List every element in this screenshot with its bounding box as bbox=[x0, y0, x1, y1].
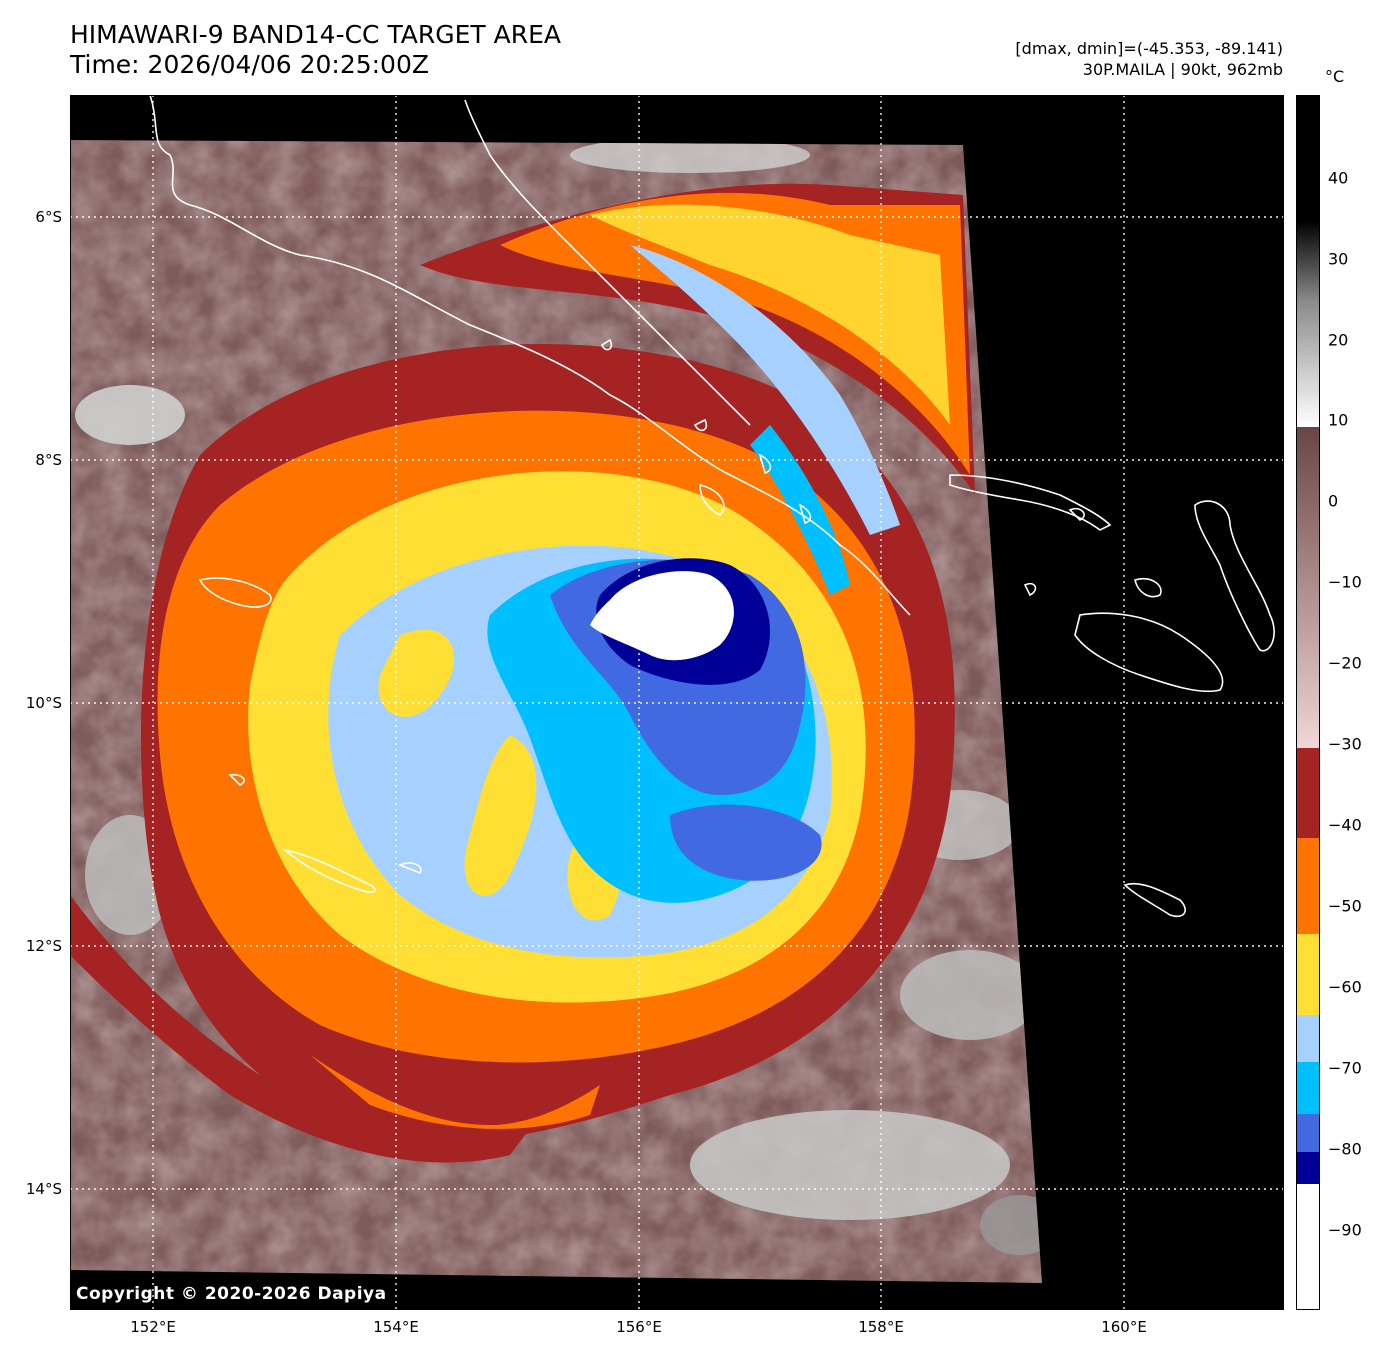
colorbar-tick: −20 bbox=[1328, 653, 1362, 673]
storm-info: [dmax, dmin]=(-45.353, -89.141) 30P.MAIL… bbox=[1015, 38, 1283, 80]
colorbar-tick: 20 bbox=[1328, 330, 1349, 350]
colorbar-tick: 0 bbox=[1328, 491, 1339, 511]
colorbar-tick: −10 bbox=[1328, 572, 1362, 592]
lon-label-156e: 156°E bbox=[616, 1318, 662, 1336]
title-line-2: Time: 2026/04/06 20:25:00Z bbox=[70, 50, 429, 79]
chart-title: HIMAWARI-9 BAND14-CC TARGET AREA Time: 2… bbox=[70, 20, 561, 80]
colorbar-tick: −60 bbox=[1328, 977, 1362, 997]
lat-label-6s: 6°S bbox=[35, 208, 62, 226]
colorbar-tick: −30 bbox=[1328, 734, 1362, 754]
lat-label-8s: 8°S bbox=[35, 451, 62, 469]
colorbar-segment-brown bbox=[1296, 427, 1320, 748]
range-text: [dmax, dmin]=(-45.353, -89.141) bbox=[1015, 39, 1283, 58]
colorbar-segment-royal-blue bbox=[1296, 1114, 1320, 1152]
copyright-text: Copyright © 2020-2026 Dapiya bbox=[76, 1284, 387, 1304]
lat-label-14s: 14°S bbox=[25, 1180, 62, 1198]
eye-core bbox=[590, 571, 734, 661]
lon-label-160e: 160°E bbox=[1101, 1318, 1147, 1336]
colorbar-tick: 30 bbox=[1328, 249, 1349, 269]
lat-label-10s: 10°S bbox=[25, 694, 62, 712]
colorbar-tick: 10 bbox=[1328, 410, 1349, 430]
lon-label-154e: 154°E bbox=[373, 1318, 419, 1336]
colorbar-segment-white bbox=[1296, 1184, 1320, 1310]
colorbar-segment-light-blue bbox=[1296, 1015, 1320, 1062]
colorbar-segment-orange bbox=[1296, 838, 1320, 934]
storm-text: 30P.MAILA | 90kt, 962mb bbox=[1082, 60, 1283, 79]
lon-label-158e: 158°E bbox=[858, 1318, 904, 1336]
colorbar-segment-navy bbox=[1296, 1152, 1320, 1184]
lat-label-12s: 12°S bbox=[25, 937, 62, 955]
colorbar-tick: −70 bbox=[1328, 1058, 1362, 1078]
cloud-imagery bbox=[70, 140, 1042, 1283]
lon-label-152e: 152°E bbox=[130, 1318, 176, 1336]
colorbar-tick: −90 bbox=[1328, 1220, 1362, 1240]
gridlines bbox=[70, 95, 1284, 1310]
colorbar-tick: 40 bbox=[1328, 168, 1349, 188]
satellite-map bbox=[70, 95, 1284, 1310]
colorbar-unit: °C bbox=[1325, 67, 1345, 86]
colorbar-segment-sky-blue bbox=[1296, 1062, 1320, 1114]
colorbar-tick: −80 bbox=[1328, 1139, 1362, 1159]
coastlines bbox=[149, 95, 1275, 918]
colorbar bbox=[1296, 95, 1320, 1310]
title-line-1: HIMAWARI-9 BAND14-CC TARGET AREA bbox=[70, 20, 562, 49]
colorbar-segment-dark-red bbox=[1296, 748, 1320, 838]
colorbar-tick: −40 bbox=[1328, 815, 1362, 835]
colorbar-tick: −50 bbox=[1328, 896, 1362, 916]
colorbar-segment-warm bbox=[1296, 95, 1320, 427]
colorbar-segment-yellow bbox=[1296, 934, 1320, 1015]
